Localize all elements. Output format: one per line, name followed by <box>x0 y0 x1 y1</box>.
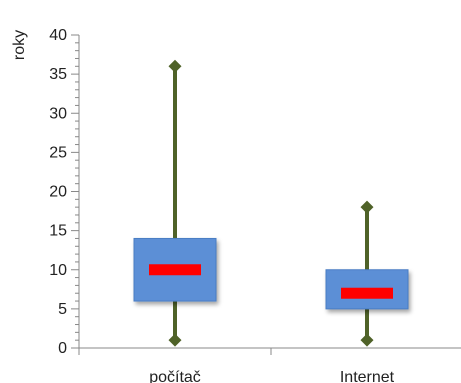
category-label: počítač <box>149 369 201 383</box>
max-marker <box>168 59 182 73</box>
min-marker <box>360 333 374 347</box>
median-bar <box>341 287 393 299</box>
y-tick-label: 20 <box>49 184 67 201</box>
plot-area <box>133 59 409 347</box>
tick-labels: 0 5 10 15 20 25 30 35 40 počítač Internet <box>49 27 394 383</box>
y-tick-label: 5 <box>58 301 67 318</box>
median-bar <box>149 264 201 276</box>
y-tick-label: 10 <box>49 262 67 279</box>
y-tick-label: 25 <box>49 144 67 161</box>
axes <box>71 34 461 355</box>
category-label: Internet <box>340 369 395 383</box>
y-tick-label: 35 <box>49 66 67 83</box>
y-tick-label: 0 <box>58 340 67 357</box>
y-axis-title: roky <box>11 30 28 60</box>
y-tick-label: 40 <box>49 27 67 44</box>
max-marker <box>360 200 374 214</box>
box-2 <box>325 200 409 347</box>
box-1 <box>133 59 217 347</box>
min-marker <box>168 333 182 347</box>
y-tick-label: 15 <box>49 223 67 240</box>
y-tick-label: 30 <box>49 105 67 122</box>
